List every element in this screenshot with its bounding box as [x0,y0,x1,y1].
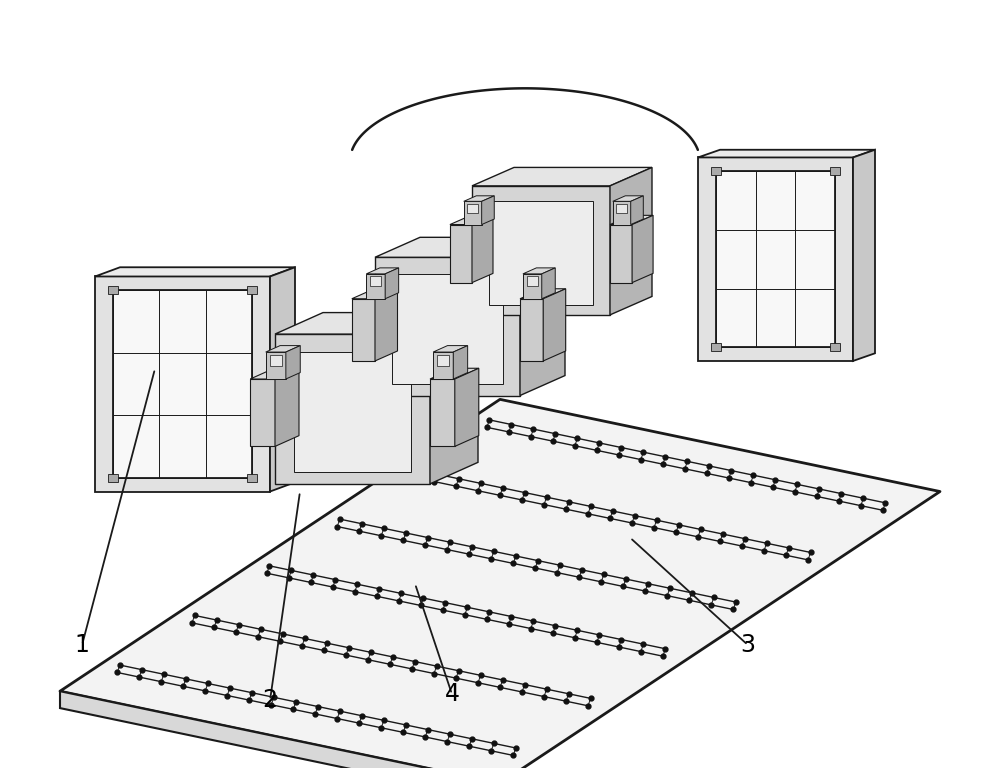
Polygon shape [464,196,494,201]
Bar [467,204,478,213]
Polygon shape [270,267,295,492]
Polygon shape [275,313,478,334]
Polygon shape [392,274,503,385]
Polygon shape [375,237,565,257]
Polygon shape [489,201,593,305]
Polygon shape [542,268,555,299]
Polygon shape [352,289,398,299]
Polygon shape [613,201,631,224]
Polygon shape [610,215,653,224]
Polygon shape [698,157,853,361]
Polygon shape [286,346,300,379]
Bar [247,286,257,294]
Polygon shape [385,268,399,299]
Polygon shape [464,201,482,224]
Polygon shape [275,334,430,484]
Polygon shape [610,224,632,283]
Polygon shape [482,196,494,224]
Text: 4: 4 [444,682,460,707]
Text: 1: 1 [75,633,89,657]
Polygon shape [453,346,468,379]
Bar [711,167,721,175]
Polygon shape [366,274,385,299]
Polygon shape [250,369,299,379]
Polygon shape [543,289,566,361]
Polygon shape [266,346,300,352]
Polygon shape [266,352,286,379]
Polygon shape [113,290,252,478]
Bar [830,343,840,351]
Polygon shape [430,313,478,484]
Polygon shape [430,369,479,379]
Bar [247,474,257,482]
Polygon shape [523,268,555,274]
Polygon shape [433,352,453,379]
Bar [711,343,721,351]
Bar [527,276,538,286]
Polygon shape [853,150,875,361]
Polygon shape [275,369,299,446]
Bar [437,355,449,366]
Bar [270,355,282,366]
Polygon shape [632,215,653,283]
Bar [108,474,118,482]
Polygon shape [520,299,543,361]
Polygon shape [366,268,399,274]
Text: 2: 2 [262,688,278,713]
Polygon shape [430,379,455,446]
Polygon shape [450,224,472,283]
Polygon shape [698,150,875,157]
Polygon shape [472,186,610,315]
Polygon shape [472,167,652,186]
Polygon shape [613,196,643,201]
Polygon shape [520,289,566,299]
Polygon shape [95,267,295,276]
Bar [830,167,840,175]
Polygon shape [433,346,468,352]
Polygon shape [375,257,520,396]
Polygon shape [472,215,493,283]
Text: 3: 3 [740,633,756,657]
Polygon shape [375,289,398,361]
Polygon shape [352,299,375,361]
Polygon shape [294,352,411,472]
Polygon shape [455,369,479,446]
Bar [370,276,381,286]
Polygon shape [520,237,565,396]
Polygon shape [523,274,542,299]
Polygon shape [60,399,940,768]
Polygon shape [95,276,270,492]
Polygon shape [610,167,652,315]
Polygon shape [250,379,275,446]
Polygon shape [450,215,493,224]
Polygon shape [60,691,500,768]
Bar [616,204,627,213]
Polygon shape [631,196,643,224]
Bar [108,286,118,294]
Polygon shape [716,171,835,347]
